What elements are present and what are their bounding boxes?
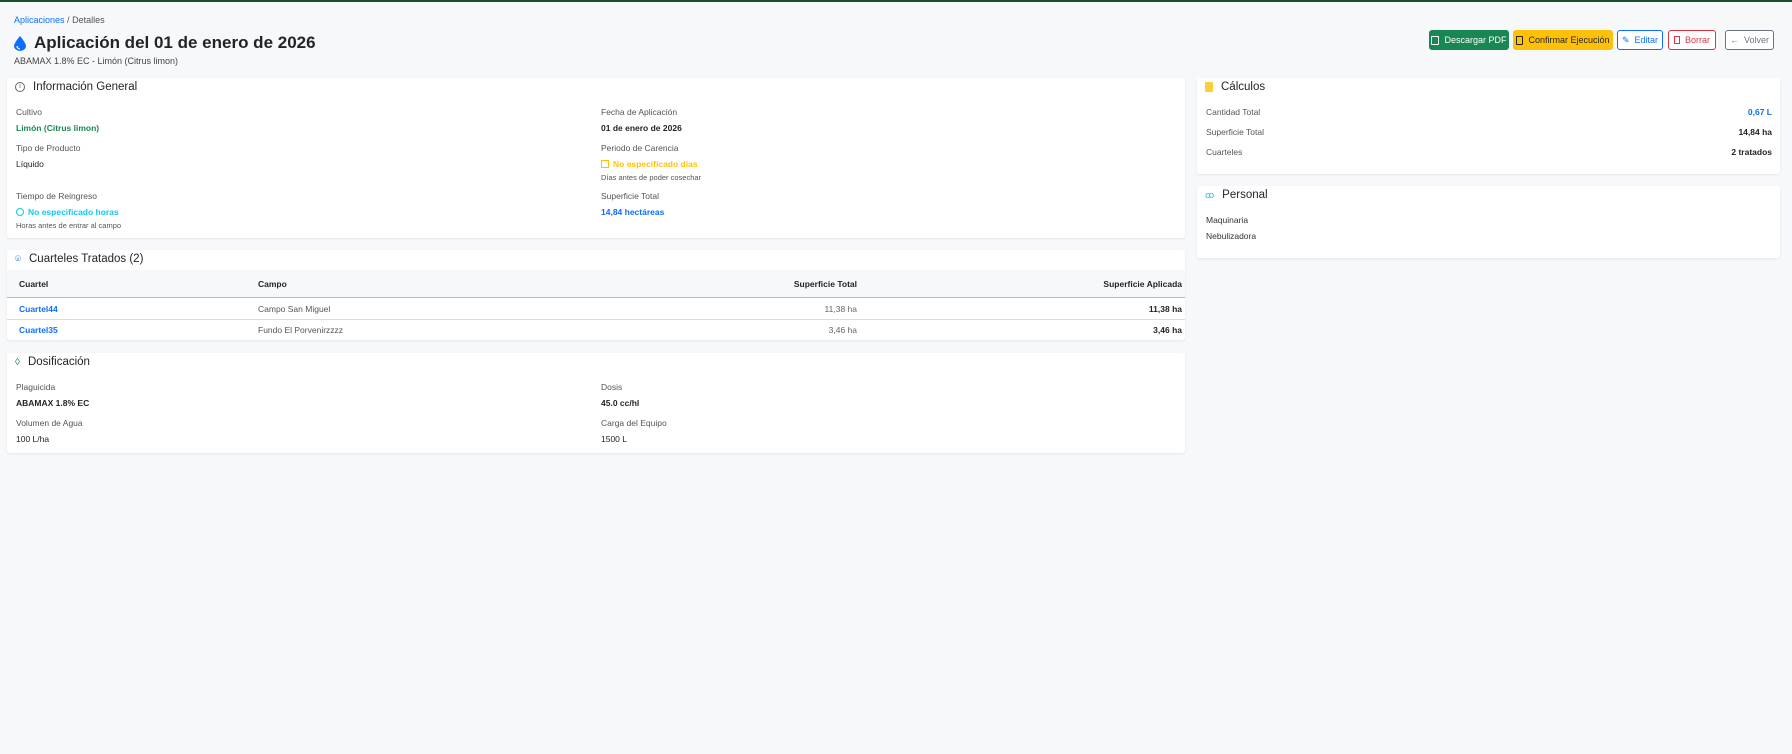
back-button[interactable]: ← Volver [1725, 30, 1774, 50]
page-title: Aplicación del 01 de enero de 2026 [14, 33, 316, 53]
card-title: Cálculos [1221, 81, 1266, 93]
calendar-icon [601, 160, 609, 168]
delete-button[interactable]: Borrar [1668, 30, 1716, 50]
carencia-note: Días antes de poder cosechar [601, 173, 702, 182]
cultivo-value: Limón (Citrus limon) [16, 123, 100, 133]
campo-cell: Fundo El Porvenirzzzz [258, 325, 344, 335]
fecha-label: Fecha de Aplicación [601, 107, 678, 117]
dosis-label: Dosis [601, 382, 623, 392]
card-title: Personal [1222, 189, 1268, 201]
clipboard-check-icon [1516, 35, 1524, 45]
superficie-total-cell: 3,46 ha [828, 325, 857, 335]
cuartel-link[interactable]: Cuartel35 [19, 325, 58, 335]
confirm-execution-button[interactable]: Confirmar Ejecución [1513, 30, 1613, 50]
calculator-icon [1205, 82, 1213, 92]
trash-icon [1673, 36, 1680, 44]
cuarteles-card: ⌾ Cuarteles Tratados (2) Cuartel Campo Su… [7, 250, 1185, 340]
column-superficie-total: Superficie Total [793, 279, 857, 289]
dosificacion-card: ◊ Dosificación Plaguicida ABAMAX 1.8% EC … [7, 353, 1185, 453]
superficie-value: 14,84 hectáreas [601, 207, 665, 217]
dosis-value: 45.0 cc/hl [601, 398, 640, 408]
reingreso-label: Tiempo de Reingreso [16, 191, 97, 201]
tipo-label: Tipo de Producto [16, 143, 81, 153]
volumen-value: 100 L/ha [16, 434, 50, 444]
clock-icon [16, 208, 24, 216]
card-header: ◊ Dosificación [15, 356, 90, 368]
cuartel-link[interactable]: Cuartel44 [19, 304, 58, 314]
breadcrumb-aplicaciones[interactable]: Aplicaciones [14, 15, 65, 25]
campo-cell: Campo San Miguel [258, 304, 331, 314]
breadcrumb-current: Detalles [72, 15, 105, 25]
edit-button[interactable]: ✎ Editar [1617, 30, 1663, 50]
reingreso-value: No especificado horas [16, 207, 119, 217]
breadcrumb: Aplicaciones / Detalles [14, 15, 105, 25]
card-header: ⌾ Cuarteles Tratados (2) [15, 253, 143, 265]
map-pin-icon: ⌾ [15, 253, 21, 265]
superficie-aplicada-cell: 3,46 ha [1153, 325, 1182, 335]
people-icon: ꝏ [1205, 189, 1215, 200]
download-pdf-button[interactable]: Descargar PDF [1429, 30, 1509, 50]
table-row: Cuartel44 Campo San Miguel 11,38 ha 11,3… [7, 299, 1185, 320]
superficie-label: Superficie Total [601, 191, 659, 201]
breadcrumb-separator: / [67, 15, 70, 25]
download-pdf-label: Descargar PDF [1444, 35, 1507, 45]
personal-card: ꝏ Personal Maquinaria Nebulizadora [1197, 186, 1780, 258]
superficie-value: 14,84 ha [1738, 127, 1772, 137]
droplet-icon [14, 35, 26, 51]
arrow-left-icon: ← [1729, 35, 1739, 45]
info-circle-icon: i [15, 82, 25, 92]
column-campo: Campo [258, 279, 287, 289]
maquinaria-value: Nebulizadora [1206, 231, 1257, 241]
carencia-value: No especificado días [601, 159, 698, 169]
volumen-label: Volumen de Agua [16, 418, 83, 428]
cantidad-label: Cantidad Total [1206, 107, 1261, 117]
carga-value: 1500 L [601, 434, 627, 444]
column-superficie-aplicada: Superficie Aplicada [1103, 279, 1182, 289]
reingreso-text: No especificado horas [28, 207, 119, 217]
card-title: Información General [33, 81, 138, 93]
superficie-label: Superficie Total [1206, 127, 1264, 137]
carencia-text: No especificado días [613, 159, 698, 169]
cantidad-value: 0,67 L [1747, 107, 1772, 117]
tipo-value: Líquido [16, 159, 44, 169]
table-row: Cuartel35 Fundo El Porvenirzzzz 3,46 ha … [7, 320, 1185, 340]
delete-label: Borrar [1684, 35, 1710, 45]
edit-label: Editar [1634, 35, 1659, 45]
droplet-icon: ◊ [15, 356, 20, 368]
plaguicida-label: Plaguicida [16, 382, 56, 392]
carencia-label: Periodo de Carencia [601, 143, 679, 153]
card-header: i Información General [15, 81, 137, 93]
cultivo-label: Cultivo [16, 107, 42, 117]
calculos-card: Cálculos Cantidad Total 0,67 L Superfici… [1197, 78, 1780, 174]
superficie-total-cell: 11,38 ha [824, 304, 857, 314]
info-general-card: i Información General Cultivo Limón (Citr… [7, 78, 1185, 238]
table-header: Cuartel Campo Superficie Total Superfici… [7, 270, 1185, 298]
plaguicida-value: ABAMAX 1.8% EC [16, 398, 90, 408]
card-title: Dosificación [27, 356, 90, 368]
card-header: ꝏ Personal [1205, 189, 1268, 201]
cuarteles-value: 2 tratados [1731, 147, 1772, 157]
card-title: Cuarteles Tratados (2) [29, 253, 144, 265]
superficie-aplicada-cell: 11,38 ha [1148, 304, 1182, 314]
reingreso-note: Horas antes de entrar al campo [16, 221, 122, 230]
column-cuartel: Cuartel [19, 279, 49, 289]
pdf-icon [1431, 35, 1440, 45]
fecha-value: 01 de enero de 2026 [601, 123, 682, 133]
pencil-icon: ✎ [1621, 34, 1630, 45]
page-title-text: Aplicación del 01 de enero de 2026 [34, 33, 316, 52]
back-label: Volver [1743, 35, 1769, 45]
maquinaria-label: Maquinaria [1206, 215, 1249, 225]
page-subtitle: ABAMAX 1.8% EC - Limón (Citrus limon) [14, 56, 179, 66]
carga-label: Carga del Equipo [601, 418, 667, 428]
card-header: Cálculos [1205, 81, 1265, 93]
confirm-execution-label: Confirmar Ejecución [1528, 35, 1610, 45]
cuarteles-label: Cuarteles [1206, 147, 1243, 157]
